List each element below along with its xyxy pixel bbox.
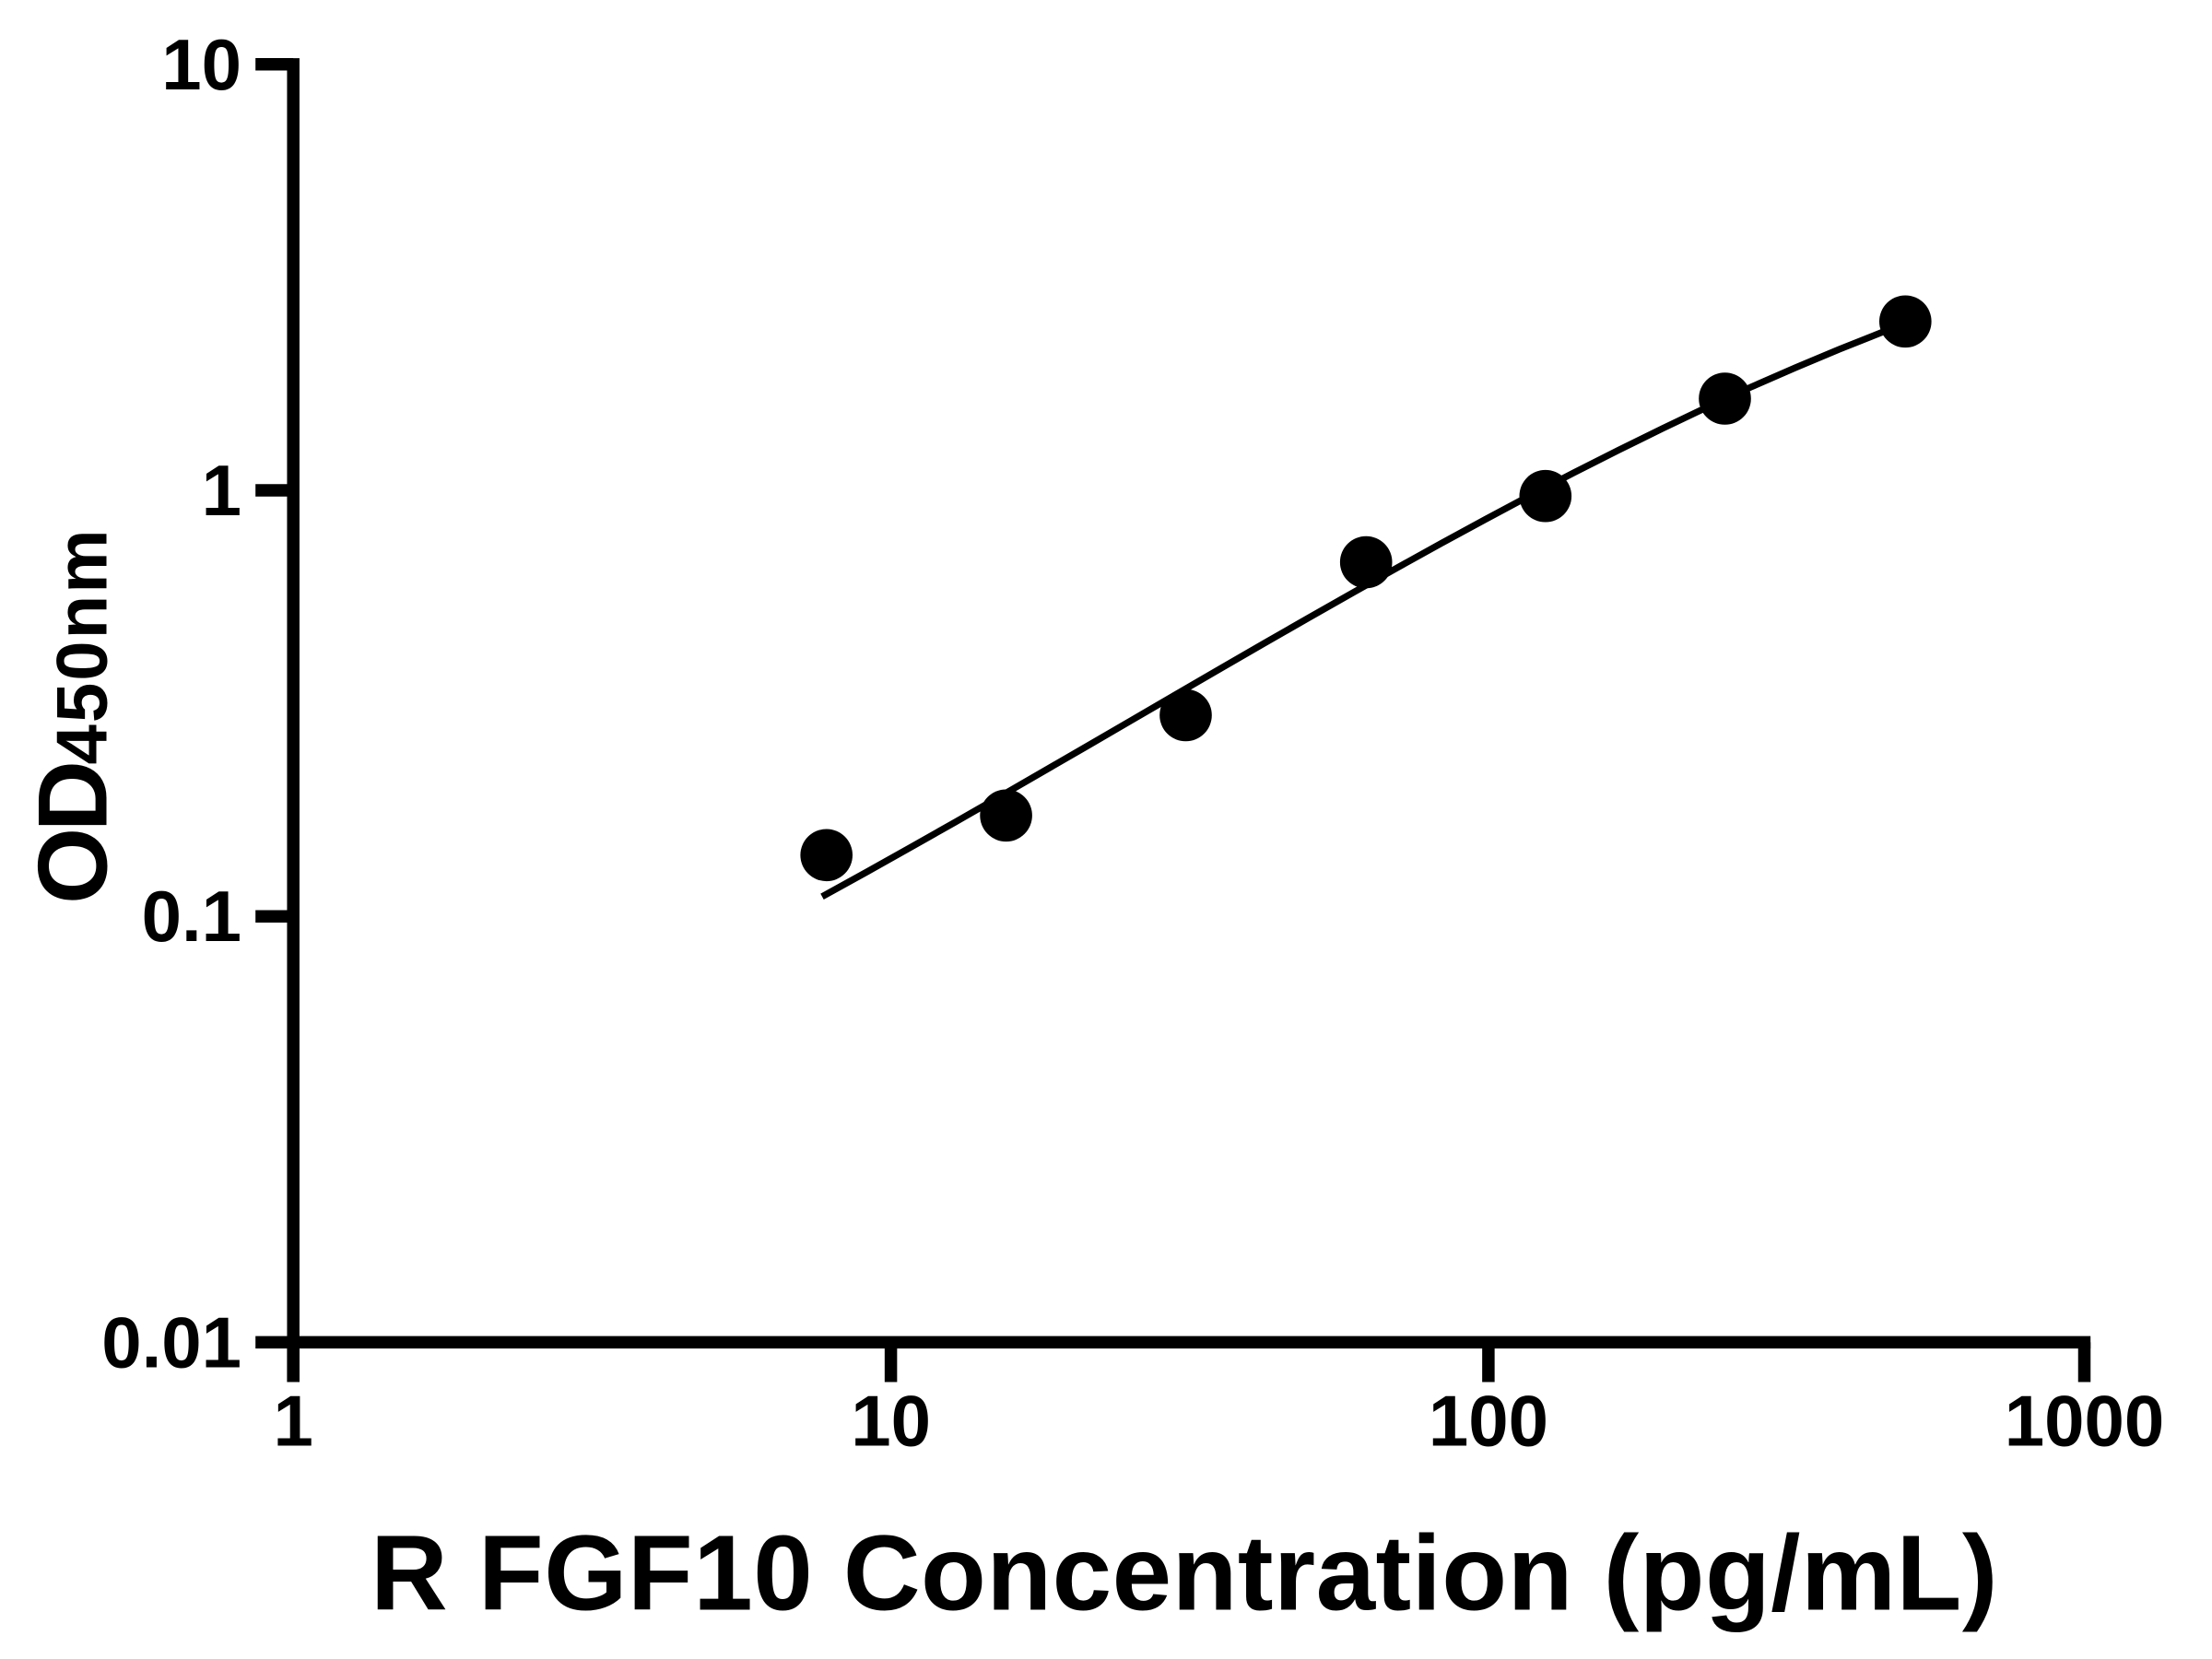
svg-text:1: 1 [202,450,241,531]
svg-text:R FGF10 Concentration (pg/mL): R FGF10 Concentration (pg/mL) [371,1513,1998,1633]
svg-text:10: 10 [161,24,241,105]
svg-text:100: 100 [1429,1381,1548,1462]
svg-text:0.01: 0.01 [101,1301,241,1382]
svg-text:1: 1 [274,1381,313,1462]
svg-text:10: 10 [851,1381,931,1462]
svg-text:0.1: 0.1 [142,876,241,957]
svg-text:1000: 1000 [2005,1381,2165,1462]
